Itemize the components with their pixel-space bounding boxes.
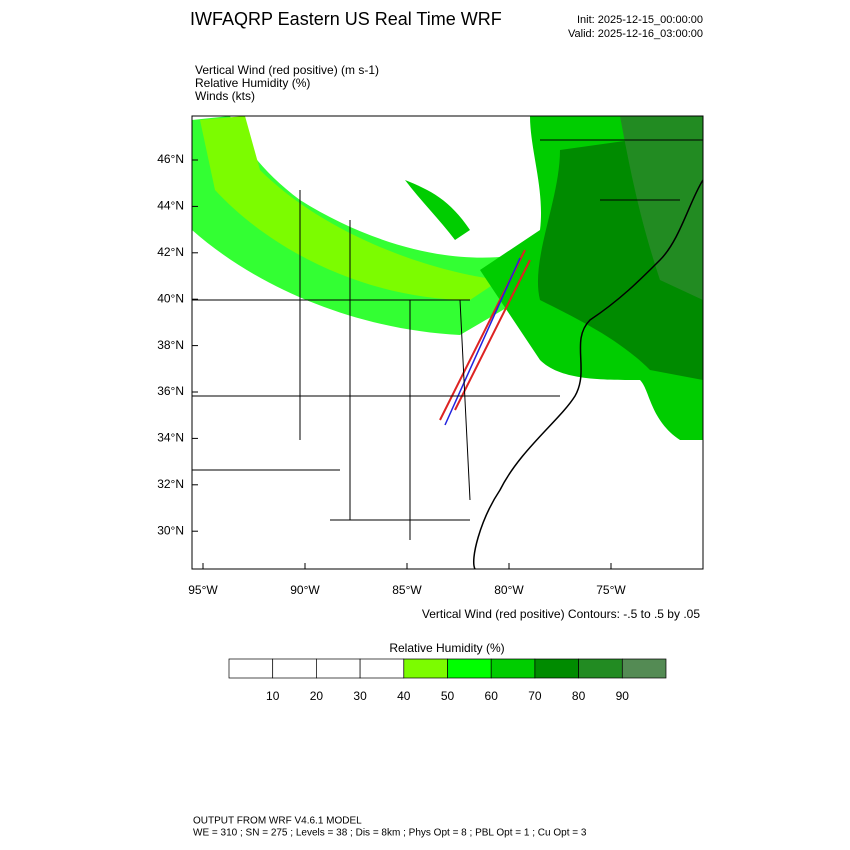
lat-label: 40°N (157, 291, 184, 305)
lon-label: 95°W (188, 583, 218, 597)
colorbar-title: Relative Humidity (%) (389, 641, 504, 655)
colorbar-label: 30 (353, 689, 367, 703)
field-label: Winds (kts) (195, 89, 255, 103)
humid-region (405, 180, 470, 240)
colorbar-box (403, 658, 448, 679)
coastline (473, 179, 703, 569)
colorbar: 10 20 30 40 50 60 70 80 90 (228, 658, 667, 703)
lon-label: 85°W (392, 583, 422, 597)
boundaries (192, 139, 703, 540)
title: IWFAQRP Eastern US Real Time WRF (190, 9, 502, 29)
colorbar-label: 80 (572, 689, 586, 703)
lon-label: 80°W (494, 583, 524, 597)
colorbar-label: 60 (485, 689, 499, 703)
colorbar-box (316, 658, 361, 679)
lat-label: 44°N (157, 199, 184, 213)
lat-label: 32°N (157, 477, 184, 491)
valid-time: Valid: 2025-12-16_03:00:00 (568, 28, 703, 40)
lat-label: 36°N (157, 384, 184, 398)
lon-axis: 95°W 90°W 85°W 80°W 75°W (188, 563, 626, 597)
map (191, 115, 704, 570)
colorbar-box (534, 658, 579, 679)
colorbar-box (228, 658, 274, 679)
lat-label: 38°N (157, 338, 184, 352)
lat-axis: 46°N 44°N 42°N 40°N 38°N 36°N 34°N 32°N 30°N (157, 152, 198, 537)
colorbar-label: 50 (441, 689, 455, 703)
map-frame (191, 115, 704, 570)
vertical-wind-contour (444, 257, 521, 426)
init-time: Init: 2025-12-15_00:00:00 (577, 14, 703, 26)
colorbar-box (578, 658, 623, 679)
footer-line: OUTPUT FROM WRF V4.6.1 MODEL (193, 816, 362, 827)
colorbar-box (490, 658, 536, 679)
lat-label: 30°N (157, 523, 184, 537)
footer-line: WE = 310 ; SN = 275 ; Levels = 38 ; Dis … (193, 828, 587, 839)
humid-region (620, 116, 703, 300)
lat-label: 42°N (157, 245, 184, 259)
contour-note: Vertical Wind (red positive) Contours: -… (422, 607, 700, 621)
field-label: Vertical Wind (red positive) (m s-1) (195, 63, 379, 77)
field-label: Relative Humidity (%) (195, 76, 310, 90)
colorbar-label: 70 (528, 689, 542, 703)
lat-label: 46°N (157, 152, 184, 166)
colorbar-box (272, 658, 317, 679)
colorbar-label: 20 (310, 689, 324, 703)
colorbar-label: 10 (266, 689, 280, 703)
colorbar-box (447, 658, 492, 679)
colorbar-label: 40 (397, 689, 411, 703)
lat-label: 34°N (157, 431, 184, 445)
map-fill (192, 116, 703, 569)
field-list: Vertical Wind (red positive) (m s-1)Rela… (195, 63, 379, 103)
lon-label: 75°W (596, 583, 626, 597)
colorbar-label: 90 (616, 689, 630, 703)
colorbar-box (621, 658, 667, 679)
lon-label: 90°W (290, 583, 320, 597)
colorbar-box (359, 658, 405, 679)
